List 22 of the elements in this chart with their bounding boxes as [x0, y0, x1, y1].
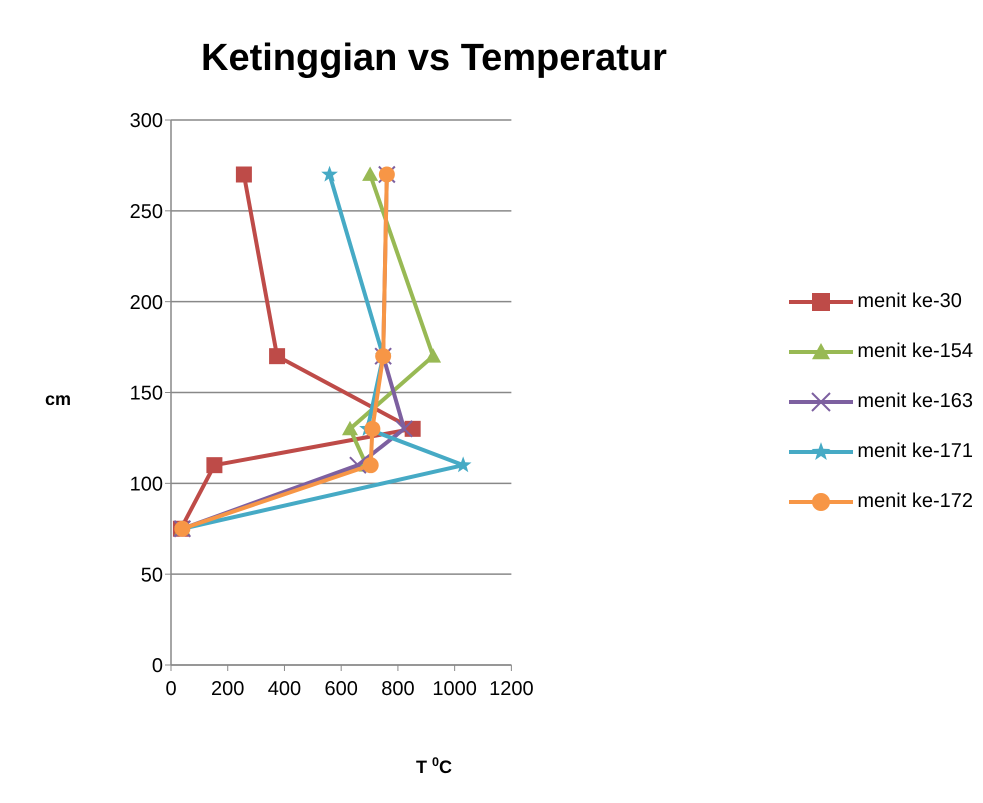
x-tick-label: 1000 — [432, 678, 477, 700]
y-tick-label: 300 — [130, 110, 163, 132]
x-tick-label: 0 — [165, 678, 177, 700]
x-tick-label: 400 — [268, 678, 302, 700]
y-tick-label: 50 — [140, 564, 163, 586]
x-tick-label: 1200 — [489, 678, 534, 700]
x-tick-label: 800 — [381, 678, 415, 700]
y-tick-label: 200 — [130, 292, 163, 314]
y-tick-label: 250 — [130, 200, 163, 223]
y-tick-label: 0 — [152, 655, 163, 678]
legend-label: menit ke-154 — [857, 340, 973, 363]
legend-label: menit ke-171 — [857, 440, 973, 463]
y-tick-label: 150 — [130, 382, 163, 405]
x-tick-label: 600 — [324, 678, 358, 700]
legend-label: menit ke-172 — [857, 490, 973, 513]
legend-label: menit ke-30 — [857, 290, 962, 313]
chart-title: Ketinggian vs Temperatur — [201, 37, 668, 79]
x-axis-title: T $^{0}$C — [416, 755, 452, 777]
y-axis-title: cm — [44, 389, 72, 409]
y-tick-label: 100 — [130, 473, 163, 496]
legend-label: menit ke-163 — [857, 390, 973, 413]
x-tick-label: 200 — [211, 678, 244, 700]
